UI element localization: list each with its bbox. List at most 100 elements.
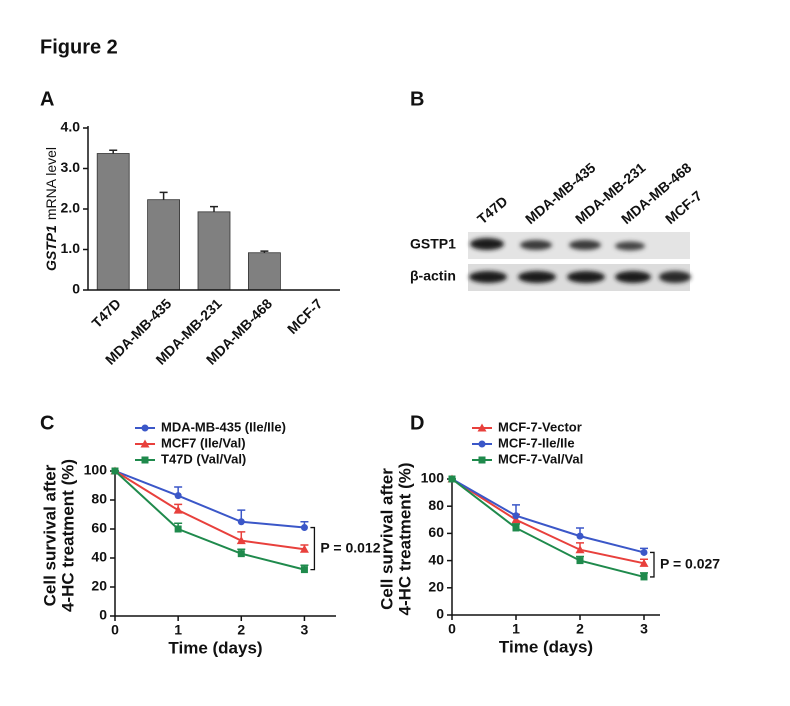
- x-tick-label: 2: [576, 621, 584, 637]
- y-tick-label: 1.0: [61, 240, 81, 256]
- legend-marker: [477, 423, 487, 432]
- band: [470, 238, 504, 250]
- legend-marker: [140, 439, 150, 448]
- error-bar: [210, 205, 218, 212]
- y-axis-label: GSTP1 mRNA level: [43, 147, 59, 271]
- legend-label: MCF-7-Ile/Ile: [498, 435, 575, 450]
- annotation: P = 0.012: [320, 539, 380, 555]
- marker: [639, 558, 649, 567]
- marker: [512, 524, 520, 532]
- band: [569, 240, 601, 250]
- marker: [448, 475, 456, 483]
- y-tick-label: 0: [436, 606, 444, 622]
- series-line: [114, 470, 305, 529]
- annotation: P = 0.027: [660, 555, 720, 571]
- legend-label: MCF7 (Ile/Val): [161, 435, 246, 450]
- bracket: [310, 526, 316, 571]
- x-axis-label: Time (days): [499, 637, 593, 656]
- series-line: [114, 470, 305, 551]
- x-tick-label: 1: [512, 621, 520, 637]
- y-axis-label: 4-HC treatment (%): [58, 459, 77, 612]
- y-tick-label: 20: [91, 578, 107, 594]
- y-tick-label: 80: [91, 491, 107, 507]
- blot: GSTP1 β-actin T47D MDA-MB-435 MDA-MB-231…: [410, 159, 705, 291]
- marker: [575, 545, 585, 554]
- y-tick-label: 0: [72, 281, 80, 297]
- y-tick-label: 4.0: [61, 119, 81, 135]
- x-tick-label: 3: [640, 621, 648, 637]
- x-tick-label: 3: [301, 622, 309, 638]
- marker: [640, 573, 648, 581]
- error-bar: [109, 149, 118, 154]
- y-tick-label: 40: [91, 549, 107, 565]
- marker: [300, 524, 308, 532]
- marker: [511, 515, 521, 524]
- y-tick-label: 80: [428, 497, 444, 513]
- series-line: [451, 478, 645, 554]
- figure-title: Figure 2: [40, 36, 118, 58]
- marker: [512, 512, 520, 520]
- x-tick-label: MCF-7: [284, 295, 326, 337]
- legend-label: MCF-7-Vector: [498, 419, 582, 434]
- band: [469, 271, 507, 283]
- y-tick-label: 100: [421, 470, 445, 486]
- band: [615, 271, 651, 283]
- marker: [173, 505, 183, 514]
- y-tick-label: 20: [428, 579, 444, 595]
- band: [615, 241, 645, 251]
- x-tick-label: 2: [237, 622, 245, 638]
- y-tick-label: 2.0: [61, 200, 81, 216]
- x-axis-label: Time (days): [168, 638, 262, 657]
- legend-label: MDA-MB-435 (Ile/Ile): [161, 419, 286, 434]
- bar: [147, 199, 181, 291]
- legend-label: T47D (Val/Val): [161, 451, 246, 466]
- panel-label: B: [410, 88, 424, 110]
- y-tick-label: 60: [428, 524, 444, 540]
- x-tick-label: T47D: [88, 295, 124, 331]
- band: [520, 240, 552, 250]
- marker: [174, 525, 182, 533]
- blot-lane-label: T47D: [474, 193, 511, 227]
- legend-marker: [141, 424, 149, 432]
- x-tick-label: 1: [174, 622, 182, 638]
- y-tick-label: 60: [91, 520, 107, 536]
- y-tick-label: 0: [99, 607, 107, 623]
- y-tick-label: 100: [84, 462, 108, 478]
- bar: [247, 252, 281, 291]
- marker: [640, 548, 648, 556]
- panel-label: D: [410, 412, 424, 434]
- y-axis-label: 4-HC treatment (%): [395, 462, 414, 615]
- marker: [111, 467, 119, 475]
- marker: [174, 492, 182, 500]
- x-tick-label: 0: [111, 622, 119, 638]
- panel-label: A: [40, 88, 54, 110]
- band: [567, 271, 605, 283]
- error-bar: [159, 191, 168, 200]
- legend-marker: [478, 456, 486, 464]
- legend-marker: [141, 456, 149, 464]
- series-line: [451, 478, 645, 565]
- bar: [197, 211, 231, 291]
- x-tick-label: 0: [448, 621, 456, 637]
- y-tick-label: 3.0: [61, 159, 81, 175]
- band: [518, 271, 556, 283]
- error-bar: [260, 250, 269, 253]
- marker: [576, 532, 584, 540]
- legend-label: MCF-7-Val/Val: [498, 451, 583, 466]
- y-axis-label: Cell survival after: [40, 464, 59, 606]
- series-line: [114, 470, 305, 571]
- marker: [236, 536, 246, 545]
- marker: [300, 566, 308, 574]
- panel-label: C: [40, 412, 54, 434]
- bracket: [650, 551, 655, 578]
- marker: [237, 550, 245, 558]
- y-axis-label-part: mRNA level: [43, 147, 59, 220]
- series-line: [451, 478, 645, 578]
- band: [659, 271, 691, 283]
- y-axis-label-part: GSTP1: [43, 225, 59, 271]
- y-tick-label: 40: [428, 551, 444, 567]
- blot-row-label: β-actin: [410, 268, 456, 284]
- marker: [299, 544, 309, 553]
- legend-marker: [478, 440, 486, 448]
